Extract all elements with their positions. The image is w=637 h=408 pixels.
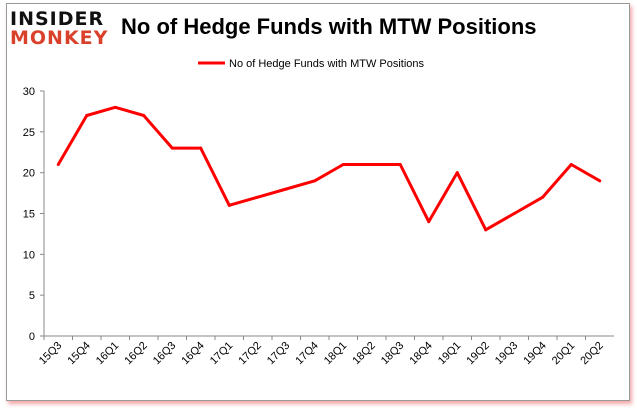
data-point <box>199 146 203 150</box>
data-point <box>313 179 317 183</box>
data-point <box>227 203 231 207</box>
x-tick-label: 17Q1 <box>208 340 236 368</box>
data-point <box>341 163 345 166</box>
data-point <box>256 195 260 199</box>
x-tick-label: 17Q2 <box>236 340 264 368</box>
data-point <box>455 171 459 175</box>
x-tick-label: 19Q4 <box>521 340 549 368</box>
data-point <box>56 163 60 166</box>
data-point <box>170 146 174 150</box>
series-line <box>56 105 601 232</box>
insider-monkey-logo: INSIDER MONKEY <box>10 10 108 48</box>
x-tick-label: 15Q4 <box>65 340 93 368</box>
data-point <box>598 179 602 183</box>
x-tick-label: 20Q1 <box>550 340 578 368</box>
x-tick-label: 18Q2 <box>350 340 378 368</box>
x-tick-label: 16Q2 <box>122 340 150 368</box>
y-tick-label: 25 <box>23 127 35 139</box>
x-tick-label: 17Q3 <box>265 340 293 368</box>
x-tick-label: 18Q3 <box>379 340 407 368</box>
data-point <box>370 163 374 166</box>
x-tick-label: 17Q4 <box>293 340 321 368</box>
y-tick-label: 15 <box>23 209 35 221</box>
chart-frame <box>6 3 630 401</box>
data-point <box>427 220 431 224</box>
data-point <box>484 228 488 232</box>
data-point <box>541 195 545 199</box>
data-point <box>142 114 146 117</box>
x-tick-label: 16Q4 <box>179 340 207 368</box>
y-tick-label: 0 <box>29 331 35 343</box>
data-point <box>569 163 573 166</box>
x-tick-label: 15Q3 <box>37 340 65 368</box>
y-tick-label: 30 <box>23 86 35 98</box>
logo-line-1: INSIDER <box>10 8 105 30</box>
y-tick-label: 5 <box>29 290 35 302</box>
data-point <box>85 114 89 117</box>
x-tick-label: 18Q4 <box>407 340 435 368</box>
x-tick-label: 16Q3 <box>151 340 179 368</box>
x-tick-label: 19Q3 <box>493 340 521 368</box>
data-point <box>284 187 288 191</box>
x-tick-label: 20Q2 <box>578 340 606 368</box>
logo-line-2: MONKEY <box>10 27 109 49</box>
legend-label: No of Hedge Funds with MTW Positions <box>229 58 425 70</box>
data-point <box>512 212 516 215</box>
data-point <box>113 105 117 109</box>
chart-title: No of Hedge Funds with MTW Positions <box>121 14 537 39</box>
x-tick-label: 19Q2 <box>464 340 492 368</box>
x-tick-label: 19Q1 <box>436 340 464 368</box>
x-tick-label: 18Q1 <box>322 340 350 368</box>
y-tick-label: 10 <box>23 249 35 261</box>
x-tick-label: 16Q1 <box>94 340 122 368</box>
y-tick-label: 20 <box>23 168 35 180</box>
data-point <box>398 163 402 166</box>
